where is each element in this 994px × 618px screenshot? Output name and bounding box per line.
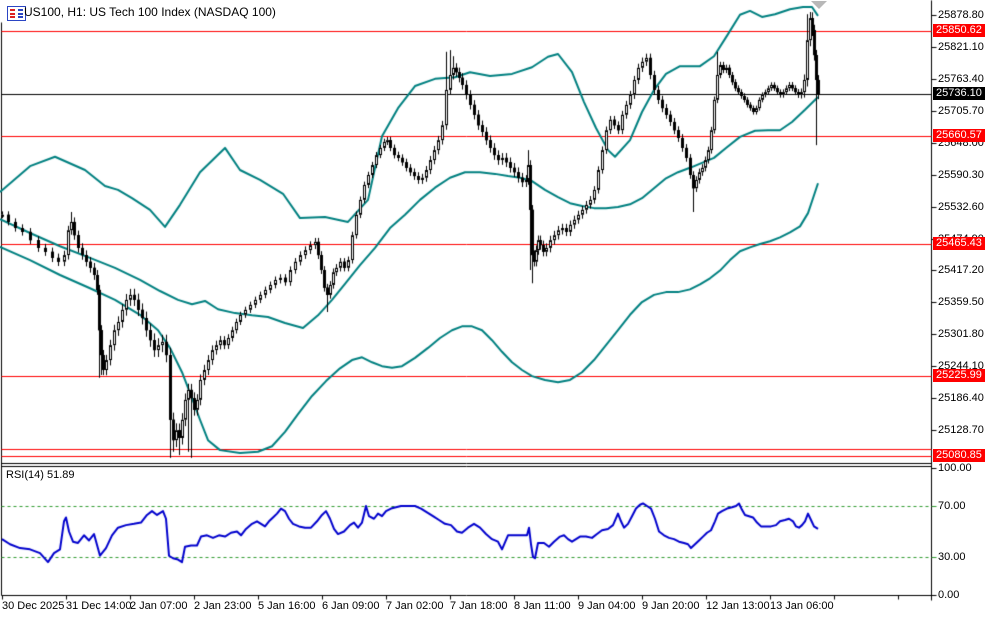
chart-icon-blue-column: [17, 9, 23, 18]
level-price-badge: 25465.43: [933, 237, 985, 250]
level-price-badge: 25225.99: [933, 369, 985, 382]
price-tick-label: 25763.40: [938, 73, 984, 85]
time-axis-label: 2 Jan 07:00: [130, 600, 188, 612]
time-axis-label: 6 Jan 09:00: [322, 600, 380, 612]
time-axis-label: 7 Jan 18:00: [450, 600, 508, 612]
level-price-badge: 25660.57: [933, 129, 985, 142]
rsi-tick-label: 0.00: [938, 589, 960, 601]
level-price-badge: 25850.62: [933, 24, 985, 37]
time-axis-label: 9 Jan 04:00: [578, 600, 636, 612]
rsi-tick-label: 100.00: [938, 462, 972, 474]
rsi-tick-label: 30.00: [938, 551, 966, 563]
current-price-badge: 25736.10: [933, 87, 985, 100]
price-tick-label: 25878.80: [938, 9, 984, 21]
time-axis-label: 31 Dec 14:00: [66, 600, 132, 612]
time-axis-label: 7 Jan 02:00: [386, 600, 444, 612]
chart-icon-red-column: [10, 9, 16, 18]
time-axis-label: 2 Jan 23:00: [194, 600, 252, 612]
time-axis-label: 30 Dec 2025: [2, 600, 65, 612]
price-tick-label: 25821.10: [938, 41, 984, 53]
time-axis-label: 12 Jan 13:00: [706, 600, 770, 612]
time-axis-label: 5 Jan 16:00: [258, 600, 316, 612]
chart-icon: [7, 6, 26, 21]
chart-shift-marker-icon[interactable]: [811, 1, 827, 9]
level-price-badge: 25080.85: [933, 449, 985, 462]
price-tick-label: 25301.80: [938, 328, 984, 340]
time-axis-label: 9 Jan 20:00: [642, 600, 700, 612]
price-tick-label: 25417.20: [938, 264, 984, 276]
price-tick-label: 25532.60: [938, 201, 984, 213]
time-axis-label: 13 Jan 06:00: [770, 600, 834, 612]
rsi-indicator-label: RSI(14) 51.89: [6, 469, 75, 481]
price-tick-label: 25705.70: [938, 105, 984, 117]
price-tick-label: 25128.70: [938, 424, 984, 436]
time-axis-label: 8 Jan 11:00: [514, 600, 571, 612]
rsi-tick-label: 70.00: [938, 500, 966, 512]
price-tick-label: 25359.50: [938, 296, 984, 308]
chart-title: US100, H1: US Tech 100 Index (NASDAQ 100…: [24, 5, 276, 19]
price-tick-label: 25590.30: [938, 169, 984, 181]
price-tick-label: 25186.40: [938, 392, 984, 404]
